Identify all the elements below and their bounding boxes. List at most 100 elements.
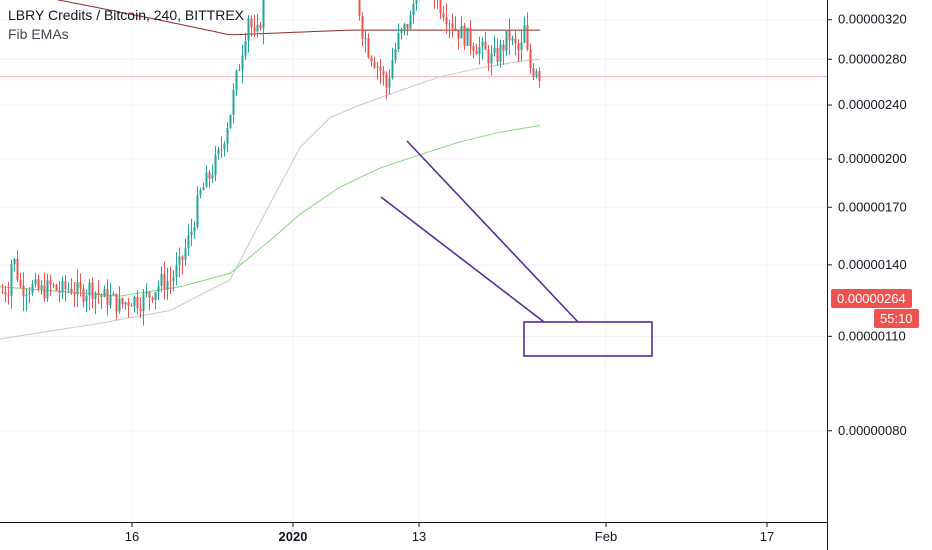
indicator-label: Fib EMAs [8, 26, 69, 42]
candle-body [175, 264, 178, 278]
candle-body [247, 18, 250, 41]
candle-body [166, 280, 169, 290]
candle-body [391, 60, 394, 78]
candle-body [238, 69, 241, 71]
y-tick-label: 0.00000170 [838, 199, 907, 214]
upper-trendline[interactable] [406, 140, 579, 323]
candle-body [109, 295, 112, 305]
candle-body [442, 13, 445, 18]
candle-body [394, 48, 397, 61]
candle-body [406, 23, 409, 29]
candle-body [127, 302, 130, 306]
candle-body [184, 248, 187, 260]
candle-body [229, 114, 232, 129]
candle-body [190, 231, 193, 236]
candle-body [259, 24, 262, 29]
candle-body [85, 295, 88, 302]
candle-body [25, 294, 28, 297]
candle-body [22, 285, 25, 297]
candle-body [535, 71, 538, 77]
candle-body [514, 38, 517, 44]
candle-body [40, 285, 43, 290]
candle-body [463, 25, 466, 46]
candle-body [466, 27, 469, 46]
candle-body [142, 293, 145, 312]
candle-body [205, 172, 208, 188]
candle-body [118, 298, 121, 312]
candle-body [199, 189, 202, 196]
candle-body [523, 25, 526, 43]
candle-body [187, 235, 190, 249]
candle-body [379, 66, 382, 71]
grid [0, 0, 827, 522]
candle-body [457, 29, 460, 39]
candle-body [532, 68, 535, 77]
candle-body [157, 285, 160, 293]
candle-body [112, 293, 115, 296]
candle-body [460, 25, 463, 39]
candle-body [19, 279, 22, 286]
candle-body [226, 128, 229, 144]
candle-body [364, 38, 367, 40]
candle-body [220, 149, 223, 151]
candle-body [439, 0, 442, 14]
candle-body [202, 187, 205, 190]
candle-body [172, 277, 175, 281]
candle-body [370, 57, 373, 62]
y-tick-label: 0.00000110 [838, 328, 906, 343]
target-box[interactable] [523, 321, 653, 357]
candle-body [106, 288, 109, 305]
candle-body [214, 154, 217, 176]
candle-body [160, 273, 163, 286]
candle-body [178, 256, 181, 265]
candle-body [58, 290, 61, 293]
candle-body [151, 297, 154, 301]
candle-body [451, 23, 454, 29]
candle-body [484, 41, 487, 50]
candle-body [253, 27, 256, 32]
candle-body [28, 293, 31, 295]
candle-body [52, 284, 55, 286]
candle-body [412, 4, 415, 16]
candle-body [49, 280, 52, 285]
candle-body [361, 15, 364, 39]
candle-body [385, 74, 388, 88]
candle-body [496, 47, 499, 62]
candle-body [409, 15, 412, 29]
candle-body [472, 46, 475, 52]
candle-body [208, 172, 211, 179]
candle-body [454, 28, 457, 30]
candle-body [13, 258, 16, 265]
candle-body [61, 281, 64, 293]
candle-body [121, 298, 124, 305]
candle-body [244, 40, 247, 56]
axes [0, 0, 828, 550]
candle-body [1, 291, 4, 293]
candle-body [7, 294, 10, 296]
candle-body [232, 89, 235, 115]
candle-body [520, 42, 523, 51]
candle-body [235, 70, 238, 90]
candle-body [403, 23, 406, 30]
x-tick-label: 17 [760, 529, 774, 544]
candle-body [397, 33, 400, 49]
candle-body [82, 288, 85, 302]
chart-legend: LBRY Credits / Bitcoin, 240, BITTREX Fib… [8, 6, 244, 44]
candle-body [88, 282, 91, 296]
candle-body [445, 17, 448, 25]
ema-mid-line [0, 58, 541, 340]
candle-body [223, 143, 226, 150]
candle-body [73, 293, 76, 295]
x-tick-label: 2020 [279, 529, 308, 544]
last-price-label: 0.00000264 [831, 289, 912, 308]
y-tick-label: 0.00000320 [838, 12, 907, 27]
y-tick-label: 0.00000280 [838, 51, 907, 66]
candle-body [55, 285, 58, 291]
candle-body [100, 295, 103, 297]
drawings[interactable] [380, 140, 653, 357]
y-tick-label: 0.00000200 [838, 151, 907, 166]
x-tick-label: 16 [125, 529, 139, 544]
candle-body [181, 256, 184, 260]
lower-trendline[interactable] [380, 196, 545, 323]
